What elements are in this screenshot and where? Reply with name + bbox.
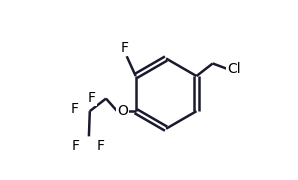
- Text: O: O: [117, 104, 128, 118]
- Text: F: F: [72, 139, 79, 153]
- Text: F: F: [97, 139, 105, 153]
- Text: Cl: Cl: [227, 62, 241, 76]
- Text: F: F: [71, 102, 78, 116]
- Text: F: F: [121, 41, 129, 55]
- Text: F: F: [88, 91, 96, 105]
